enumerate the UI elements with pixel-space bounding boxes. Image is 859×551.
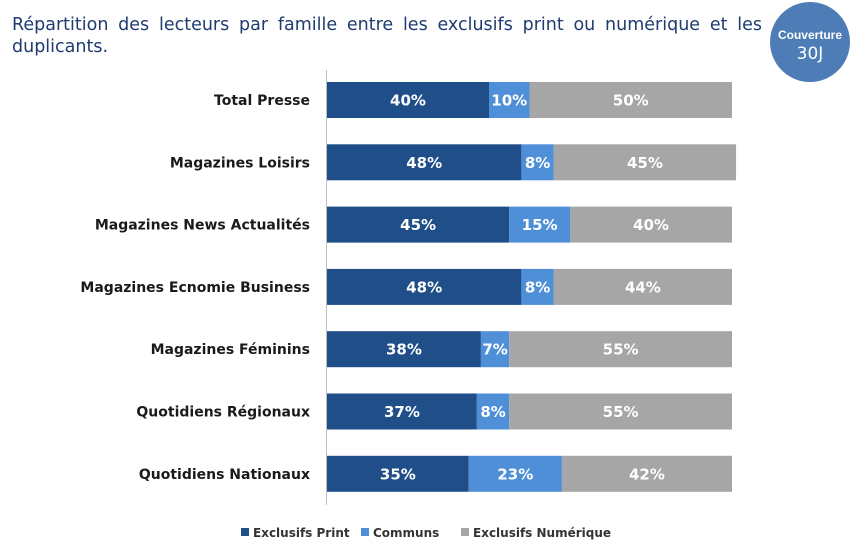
data-label: 35%: [380, 465, 416, 483]
bar-segment: [553, 144, 737, 181]
data-label: 10%: [491, 92, 527, 110]
category-label: Magazines News Actualités: [95, 218, 310, 234]
chart-title: Répartition des lecteurs par famille ent…: [12, 15, 762, 57]
bar-segment: [480, 331, 510, 368]
data-label: 15%: [522, 216, 558, 234]
bar-segment: [489, 82, 530, 118]
bar-segment: [553, 268, 732, 305]
badge-label: Couverture: [777, 28, 842, 42]
bar-segment: [561, 455, 732, 492]
bar-segment: [327, 268, 522, 305]
bar-segment: [570, 206, 732, 243]
bar-segment: [468, 455, 562, 492]
bar-segment: [521, 144, 554, 181]
bar-segment: [327, 393, 477, 430]
bar-segment: [509, 206, 570, 243]
badge-value: 30J: [796, 44, 824, 64]
data-label: 38%: [386, 341, 422, 359]
data-label: 7%: [482, 341, 507, 359]
data-label: 50%: [613, 92, 649, 110]
legend-swatch: [241, 528, 249, 536]
data-label: 42%: [629, 465, 665, 483]
bar-segment: [476, 393, 510, 430]
data-label: 8%: [525, 278, 550, 296]
data-label: 8%: [480, 403, 505, 421]
data-label: 55%: [603, 341, 639, 359]
data-label: 48%: [406, 278, 442, 296]
category-label: Magazines Loisirs: [170, 155, 310, 171]
category-label: Magazines Féminins: [151, 342, 310, 358]
bar-segment: [327, 331, 481, 368]
data-label: 40%: [390, 92, 426, 110]
data-label: 48%: [406, 154, 442, 172]
bar-segment: [521, 268, 554, 305]
bar-segment: [327, 206, 510, 243]
bar-segment: [529, 82, 732, 118]
category-label: Total Presse: [214, 93, 310, 109]
category-label: Quotidiens Régionaux: [136, 405, 310, 421]
legend-label: Exclusifs Print: [253, 526, 350, 540]
data-label: 55%: [603, 403, 639, 421]
bar-segment: [327, 82, 489, 118]
category-label: Magazines Ecnomie Business: [80, 280, 310, 296]
legend-swatch: [461, 528, 469, 536]
data-label: 45%: [627, 154, 663, 172]
bar-segment: [509, 331, 732, 368]
data-label: 40%: [633, 216, 669, 234]
data-label: 45%: [400, 216, 436, 234]
data-label: 37%: [384, 403, 420, 421]
coverage-badge: Couverture 30J: [770, 2, 850, 82]
legend-swatch: [361, 528, 369, 536]
category-label: Quotidiens Nationaux: [139, 467, 310, 483]
legend-label: Exclusifs Numérique: [473, 526, 611, 540]
legend-label: Communs: [373, 526, 439, 540]
bar-segment: [327, 144, 522, 181]
bar-segment: [327, 455, 469, 492]
bar-segment: [509, 393, 732, 430]
data-label: 8%: [525, 154, 550, 172]
data-label: 44%: [625, 278, 661, 296]
data-label: 23%: [497, 465, 533, 483]
